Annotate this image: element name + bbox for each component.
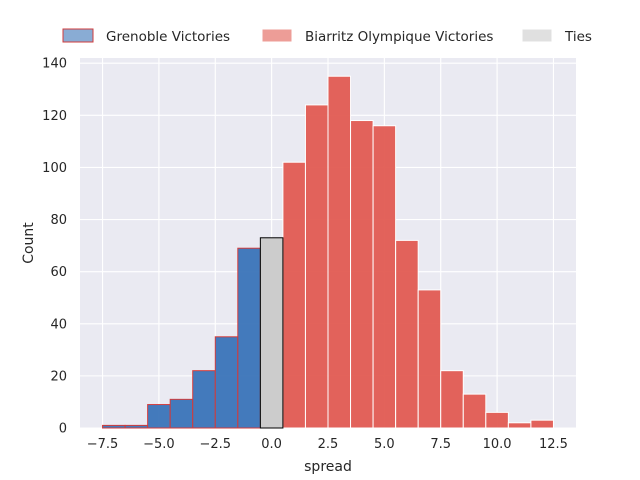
legend-swatch-ties	[521, 28, 553, 43]
histogram-bar	[350, 120, 374, 429]
histogram-bar	[395, 239, 419, 429]
histogram-bar	[530, 419, 554, 429]
legend: Grenoble Victories Biarritz Olympique Vi…	[62, 28, 592, 45]
y-tick-label: 40	[50, 317, 67, 332]
y-tick-label: 80	[50, 213, 67, 228]
x-tick-label: 10.0	[483, 437, 512, 452]
histogram-bar	[417, 289, 442, 429]
legend-swatch-grenoble	[62, 28, 94, 43]
x-tick-label: 12.5	[539, 437, 568, 452]
x-tick-label: 5.0	[374, 437, 395, 452]
x-tick-label: −7.5	[87, 437, 119, 452]
histogram-bar	[507, 422, 532, 429]
histogram-bar	[214, 336, 239, 429]
tick-labels: −7.5 −5.0 −2.5 0.0 2.5 5.0 7.5 10.0 12.5 0 20 40 60 8…	[42, 57, 568, 452]
histogram-bar	[259, 237, 284, 429]
histogram-bar	[124, 424, 149, 429]
histogram-bar	[192, 370, 216, 429]
x-tick-label: 0.0	[261, 437, 282, 452]
histogram-bar	[282, 161, 306, 429]
x-tick-label: −2.5	[199, 437, 231, 452]
histogram-bar	[169, 398, 194, 429]
legend-swatch-biarritz	[261, 28, 293, 43]
y-tick-label: 120	[42, 109, 67, 124]
legend-label-biarritz: Biarritz Olympique Victories	[305, 29, 493, 45]
histogram-bar	[462, 393, 487, 429]
histogram-bar	[485, 411, 509, 429]
histogram-bar	[440, 370, 464, 429]
histogram-bar	[237, 247, 261, 429]
legend-label-ties: Ties	[564, 29, 592, 45]
x-tick-label: −5.0	[143, 437, 175, 452]
histogram-bar	[327, 75, 352, 429]
histogram-bar	[147, 404, 171, 429]
x-tick-label: 7.5	[430, 437, 451, 452]
y-tick-label: 0	[59, 422, 67, 437]
y-tick-label: 100	[42, 161, 67, 176]
x-tick-label: 2.5	[318, 437, 339, 452]
x-axis-label: spread	[304, 459, 352, 475]
y-axis-label: Count	[21, 222, 37, 264]
bars	[102, 75, 554, 429]
histogram-bar	[304, 104, 329, 429]
legend-label-grenoble: Grenoble Victories	[106, 29, 230, 45]
y-tick-label: 140	[42, 57, 67, 72]
y-tick-label: 60	[50, 265, 67, 280]
y-tick-label: 20	[50, 369, 67, 384]
histogram-bar	[372, 125, 397, 429]
histogram-bar	[102, 424, 126, 429]
